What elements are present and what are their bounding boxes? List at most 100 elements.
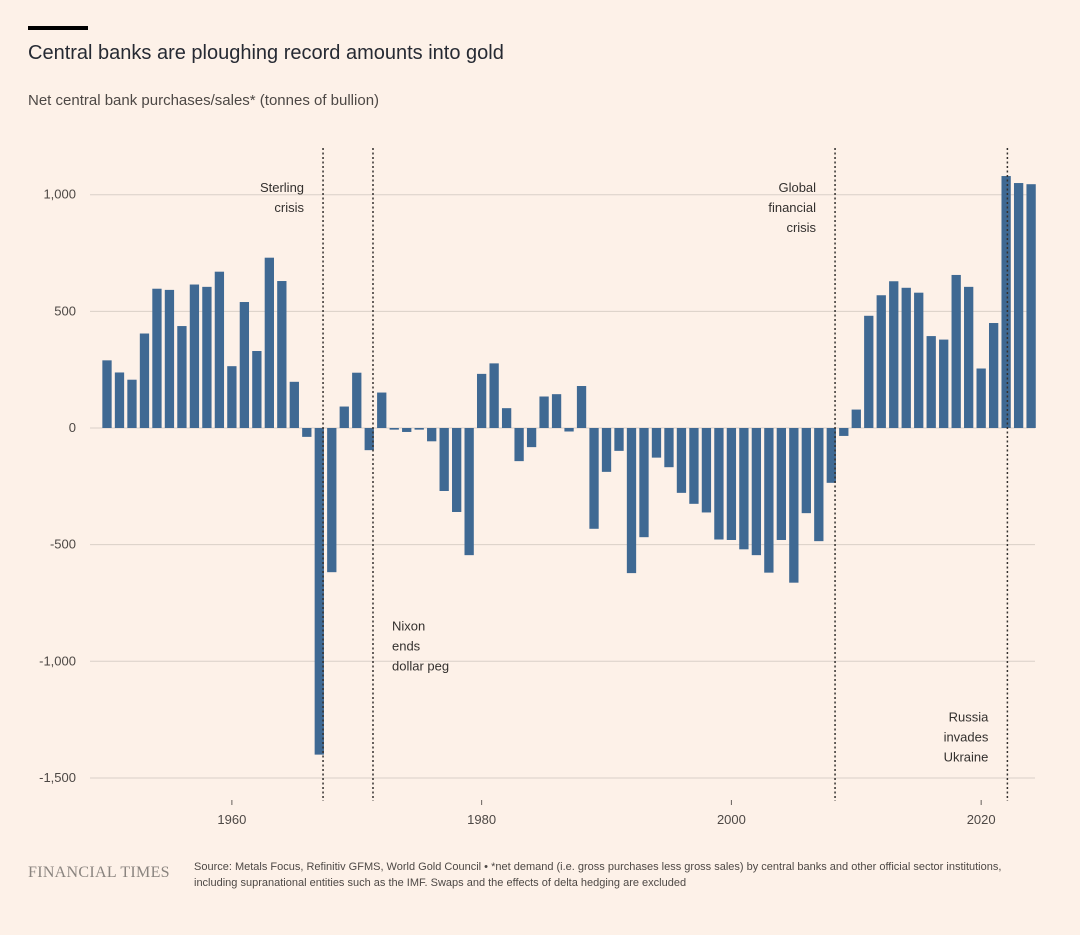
bar	[177, 326, 187, 428]
bar	[988, 323, 999, 428]
bar	[639, 428, 649, 538]
bar	[114, 372, 125, 428]
bar	[439, 428, 449, 491]
bar	[152, 288, 162, 428]
bar	[252, 351, 262, 428]
event-annotation-line: Global	[778, 180, 816, 195]
bar	[127, 379, 137, 428]
bar	[714, 428, 724, 540]
event-annotation: Sterling crisis	[260, 180, 305, 215]
bar	[339, 406, 349, 428]
bar	[901, 287, 911, 428]
bar	[701, 428, 712, 513]
x-tick-label: 1960	[217, 812, 246, 827]
bar	[889, 281, 899, 428]
y-axis: 1,000 500 0 -500 -1,000 -1,500	[39, 187, 76, 785]
bar	[501, 408, 512, 428]
bars	[102, 176, 1036, 755]
bar	[164, 289, 175, 428]
bar	[964, 286, 974, 428]
chart-subtitle: Net central bank purchases/sales* (tonne…	[28, 92, 380, 109]
bar	[402, 428, 412, 432]
bar	[726, 428, 737, 540]
bar	[302, 428, 312, 437]
bar	[814, 428, 824, 542]
event-annotation-line: dollar peg	[392, 659, 449, 674]
bar	[864, 315, 874, 428]
bar	[926, 336, 936, 428]
bar	[389, 428, 399, 430]
event-annotation-line: Nixon	[392, 619, 425, 634]
bar	[239, 302, 250, 428]
bar	[626, 428, 637, 574]
ft-logo: FINANCIAL TIMES	[28, 864, 170, 881]
bar	[277, 281, 287, 428]
bar	[539, 396, 549, 428]
y-tick-label: 500	[54, 303, 76, 318]
event-annotation-line: ends	[392, 639, 421, 654]
bar	[776, 428, 787, 540]
y-tick-label: 1,000	[43, 187, 76, 202]
bar	[676, 428, 687, 493]
x-tick-label: 2000	[717, 812, 746, 827]
bar	[314, 428, 324, 755]
bar	[564, 428, 574, 432]
event-annotation: Global financial crisis	[768, 180, 816, 235]
bar	[789, 428, 799, 583]
bar	[202, 286, 212, 428]
bar	[464, 428, 474, 556]
y-tick-label: -1,500	[39, 770, 76, 785]
bar	[939, 339, 949, 428]
bar	[651, 428, 662, 458]
bar	[851, 409, 861, 428]
annotations: Sterling crisis Nixon ends dollar peg Global f…	[260, 148, 1009, 801]
event-annotation-line: financial	[768, 200, 816, 215]
bar	[327, 428, 337, 573]
bar	[914, 292, 924, 428]
bar	[489, 363, 499, 428]
bar	[414, 428, 424, 430]
bar	[589, 428, 599, 529]
bar	[364, 428, 374, 451]
bar	[289, 381, 299, 428]
y-tick-label: -500	[50, 537, 76, 552]
bar	[427, 428, 437, 442]
bar	[764, 428, 774, 573]
chart-title: Central banks are ploughing record amoun…	[28, 42, 504, 64]
bar	[739, 428, 749, 550]
x-tick-label: 2020	[967, 812, 996, 827]
bar	[876, 295, 886, 428]
bar	[664, 428, 674, 468]
bar	[514, 428, 524, 462]
bar	[139, 333, 150, 428]
bar	[951, 274, 961, 428]
bar	[227, 366, 237, 428]
bar	[839, 428, 849, 436]
bar	[352, 372, 362, 428]
event-annotation: Nixon ends dollar peg	[392, 619, 449, 674]
bar	[551, 394, 562, 428]
bar	[1013, 183, 1024, 428]
bar	[751, 428, 762, 556]
bar	[1001, 176, 1011, 428]
bar	[689, 428, 699, 504]
bar	[476, 373, 487, 428]
x-axis: 1960 1980 2000 2020	[217, 800, 996, 827]
bar	[601, 428, 612, 472]
bar	[264, 257, 274, 428]
event-annotation-line: Ukraine	[944, 750, 989, 765]
event-annotation-line: crisis	[786, 220, 816, 235]
bar	[214, 271, 225, 428]
bar	[801, 428, 811, 514]
event-annotation: Russia invades Ukraine	[944, 710, 990, 765]
y-tick-label: -1,000	[39, 653, 76, 668]
bar	[1026, 184, 1036, 428]
bar	[614, 428, 624, 451]
event-annotation-line: invades	[944, 730, 989, 745]
y-tick-label: 0	[69, 420, 76, 435]
brand-bar	[28, 26, 88, 30]
source-note: Source: Metals Focus, Refinitiv GFMS, Wo…	[194, 861, 1002, 889]
bar	[377, 392, 387, 428]
bar	[826, 428, 836, 483]
